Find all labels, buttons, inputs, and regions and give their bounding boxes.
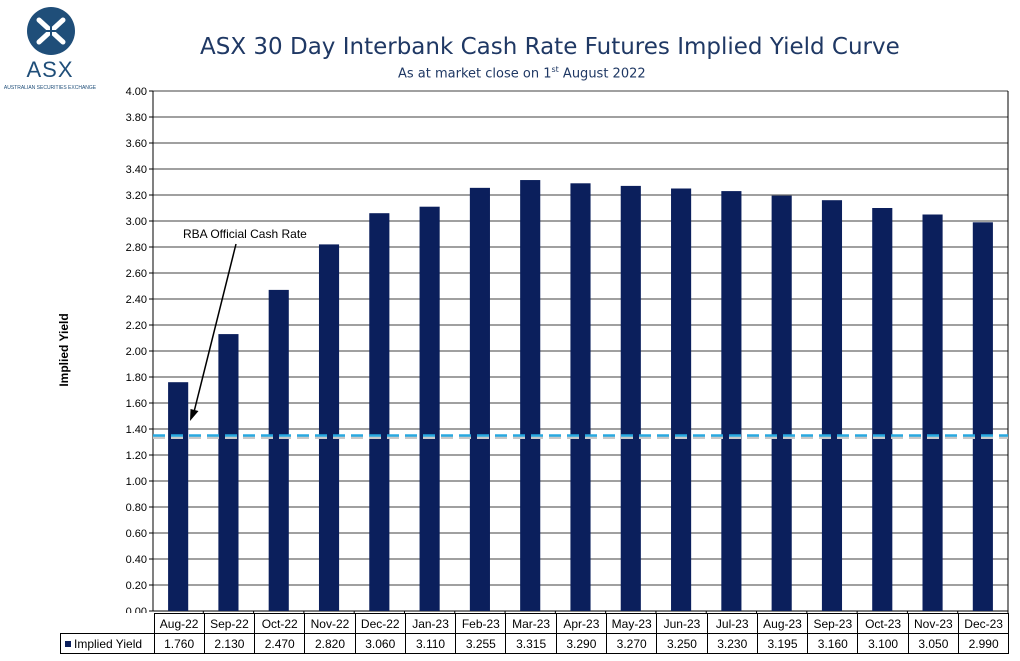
subtitle-suffix: August 2022 xyxy=(558,66,646,82)
data-value-cell: 1.760 xyxy=(153,633,205,654)
data-value-cell: 2.130 xyxy=(203,633,256,654)
x-tick-label: Feb-23 xyxy=(455,613,507,634)
data-value-cell: 3.230 xyxy=(706,633,758,654)
x-tick-label: Aug-22 xyxy=(153,613,205,634)
data-value-cell: 3.315 xyxy=(505,633,557,654)
bar xyxy=(771,195,792,611)
legend-label: Implied Yield xyxy=(74,636,143,651)
bar xyxy=(570,183,591,612)
y-tick-label: 3.20 xyxy=(126,190,147,202)
x-tick-label: Oct-23 xyxy=(857,613,909,634)
data-value-cell: 2.990 xyxy=(957,633,1010,654)
data-value-cell: 3.100 xyxy=(857,633,909,654)
legend-swatch-icon xyxy=(65,641,71,648)
x-tick-label: May-23 xyxy=(606,613,658,634)
x-tick-label: Apr-23 xyxy=(555,613,608,634)
bar xyxy=(972,222,993,612)
data-value-cell: 3.110 xyxy=(404,633,457,654)
data-value-cell: 2.820 xyxy=(304,633,356,654)
logo-subtext: AUSTRALIAN SECURITIES EXCHANGE xyxy=(3,85,97,91)
y-tick-label: 1.20 xyxy=(126,450,147,462)
data-value-cell: 3.060 xyxy=(354,633,406,654)
y-tick-label: 3.40 xyxy=(126,164,147,176)
chart-title: ASX 30 Day Interbank Cash Rate Futures I… xyxy=(200,34,900,60)
data-value-cell: 3.250 xyxy=(656,633,708,654)
data-table-value-row: Implied Yield 1.760 2.130 2.470 2.820 3.060 3.… xyxy=(60,633,1010,654)
y-tick-label: 2.60 xyxy=(126,268,147,280)
data-value-cell: 3.290 xyxy=(555,633,608,654)
subtitle-prefix: As at market close on 1 xyxy=(398,66,552,82)
x-tick-label: Dec-23 xyxy=(957,613,1010,634)
y-tick-label: 1.40 xyxy=(126,424,147,436)
x-tick-label: Sep-22 xyxy=(203,613,256,634)
data-value-cell: 3.195 xyxy=(756,633,809,654)
table-series-name: Implied Yield xyxy=(60,633,155,654)
bar xyxy=(168,382,189,611)
y-tick-label: 4.00 xyxy=(126,86,147,98)
y-tick-label: 2.00 xyxy=(126,346,147,358)
bar xyxy=(721,191,742,611)
x-tick-label: Nov-22 xyxy=(304,613,356,634)
y-tick-label: 0.40 xyxy=(126,554,147,566)
x-tick-label: Dec-22 xyxy=(354,613,406,634)
bar xyxy=(369,213,390,611)
bar xyxy=(821,200,843,611)
bar xyxy=(922,214,943,611)
y-tick-label: 1.60 xyxy=(126,398,147,410)
asx-logo: ASX AUSTRALIAN SECURITIES EXCHANGE xyxy=(0,0,120,91)
x-tick-label: Jun-23 xyxy=(656,613,708,634)
bar xyxy=(872,208,893,611)
chart-subtitle: As at market close on 1st August 2022 xyxy=(398,65,646,81)
data-table-category-row: Aug-22 Sep-22 Oct-22 Nov-22 Dec-22 Jan-23 Feb-… xyxy=(61,613,1010,634)
bar xyxy=(620,185,641,611)
data-value-cell: 3.270 xyxy=(606,633,658,654)
y-tick-label: 0.60 xyxy=(126,528,147,540)
y-tick-label: 1.80 xyxy=(126,372,147,384)
x-tick-label: Aug-23 xyxy=(756,613,809,634)
annotation-label: RBA Official Cash Rate xyxy=(183,227,307,241)
y-tick-label: 0.80 xyxy=(126,502,147,514)
data-table: Aug-22 Sep-22 Oct-22 Nov-22 Dec-22 Jan-23 Feb-… xyxy=(60,613,1010,654)
x-tick-label: Nov-23 xyxy=(907,613,960,634)
x-tick-label: Jul-23 xyxy=(706,613,758,634)
bar xyxy=(218,334,239,611)
y-tick-label: 3.00 xyxy=(126,216,147,228)
bar xyxy=(419,206,440,611)
y-tick-label: 1.00 xyxy=(126,476,147,488)
table-corner xyxy=(61,614,155,634)
bar-chart: 0.00 0.20 0.40 0.60 0.80 1.00 1.20 1.40 1.60 1.80… xyxy=(126,86,1009,613)
data-value-cell: 3.160 xyxy=(807,633,859,654)
asx-logo-icon xyxy=(27,7,75,55)
x-tick-label: Jan-23 xyxy=(404,613,457,634)
subtitle-sup: st xyxy=(551,65,559,74)
y-tick-label: 3.60 xyxy=(126,138,147,150)
bar xyxy=(469,187,490,611)
y-tick-label: 0.20 xyxy=(126,580,147,592)
y-tick-label: 0.00 xyxy=(126,606,147,613)
bar xyxy=(520,180,541,612)
data-value-cell: 2.470 xyxy=(254,633,306,654)
bar xyxy=(318,244,340,611)
bar xyxy=(671,188,692,611)
logo-text: ASX xyxy=(26,57,74,82)
x-tick-label: Oct-22 xyxy=(254,613,306,634)
data-value-cell: 3.050 xyxy=(907,633,960,654)
y-tick-label: 3.80 xyxy=(126,112,147,124)
data-value-cell: 3.255 xyxy=(455,633,507,654)
annotation-arrowhead xyxy=(190,409,199,421)
x-tick-label: Sep-23 xyxy=(807,613,859,634)
annotation-arrow xyxy=(193,243,237,413)
y-tick-label: 2.80 xyxy=(126,242,147,254)
bar xyxy=(268,289,289,611)
y-tick-label: 2.40 xyxy=(126,294,147,306)
x-tick-label: Mar-23 xyxy=(505,613,557,634)
y-tick-label: 2.20 xyxy=(126,320,147,332)
